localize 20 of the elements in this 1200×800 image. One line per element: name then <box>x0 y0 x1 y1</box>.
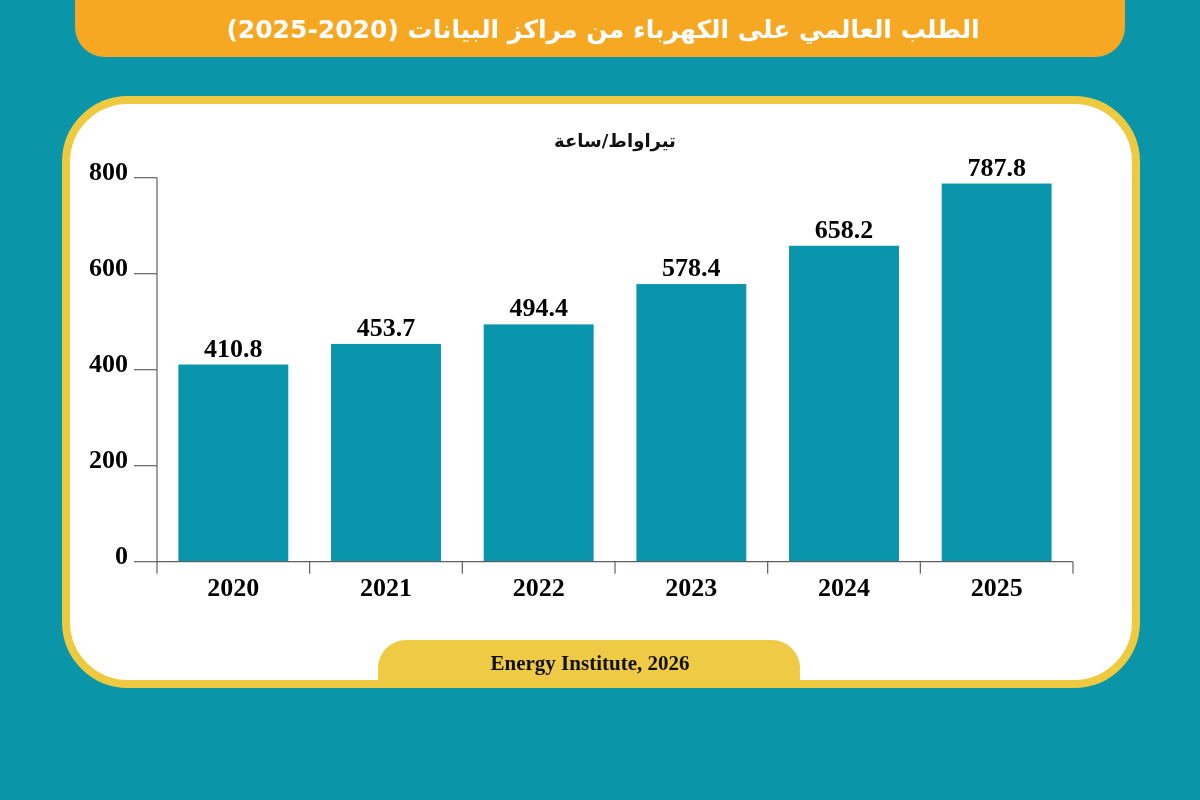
chart-title: الطلب العالمي على الكهرباء من مراكز البيانات (2020-2025) <box>226 14 980 45</box>
data-label: 787.8 <box>967 152 1026 182</box>
x-tick-label: 2024 <box>818 572 870 602</box>
x-tick-label: 2021 <box>360 572 412 602</box>
data-label: 410.8 <box>204 333 263 363</box>
x-tick-label: 2022 <box>512 572 565 602</box>
y-tick-label: 800 <box>89 157 128 187</box>
data-label: 578.4 <box>662 253 721 283</box>
data-label: 453.7 <box>356 312 416 342</box>
data-label: 658.2 <box>814 214 874 244</box>
y-tick-label: 200 <box>89 445 128 475</box>
y-tick-label: 0 <box>115 541 128 571</box>
y-tick-label: 600 <box>89 253 128 283</box>
x-tick-label: 2023 <box>665 572 718 602</box>
data-label: 494.4 <box>509 293 568 323</box>
x-tick-label: 2025 <box>970 572 1023 602</box>
y-tick-label: 400 <box>89 349 128 379</box>
x-tick-label: 2020 <box>207 572 260 602</box>
y-axis-title: تيراواط/ساعة <box>554 129 676 152</box>
text: Energy Institute, 2026 <box>490 651 690 675</box>
